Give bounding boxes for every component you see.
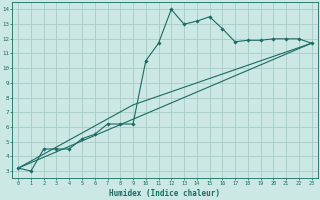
X-axis label: Humidex (Indice chaleur): Humidex (Indice chaleur) — [109, 189, 220, 198]
